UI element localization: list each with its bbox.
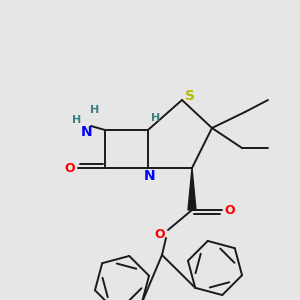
Text: N: N	[144, 169, 156, 183]
Text: H: H	[90, 105, 100, 115]
Text: N: N	[81, 125, 93, 139]
Text: O: O	[225, 203, 235, 217]
Text: O: O	[65, 161, 75, 175]
Text: H: H	[72, 115, 82, 125]
Text: H: H	[152, 113, 160, 123]
Text: O: O	[155, 227, 165, 241]
Text: S: S	[185, 89, 195, 103]
Polygon shape	[188, 168, 196, 210]
